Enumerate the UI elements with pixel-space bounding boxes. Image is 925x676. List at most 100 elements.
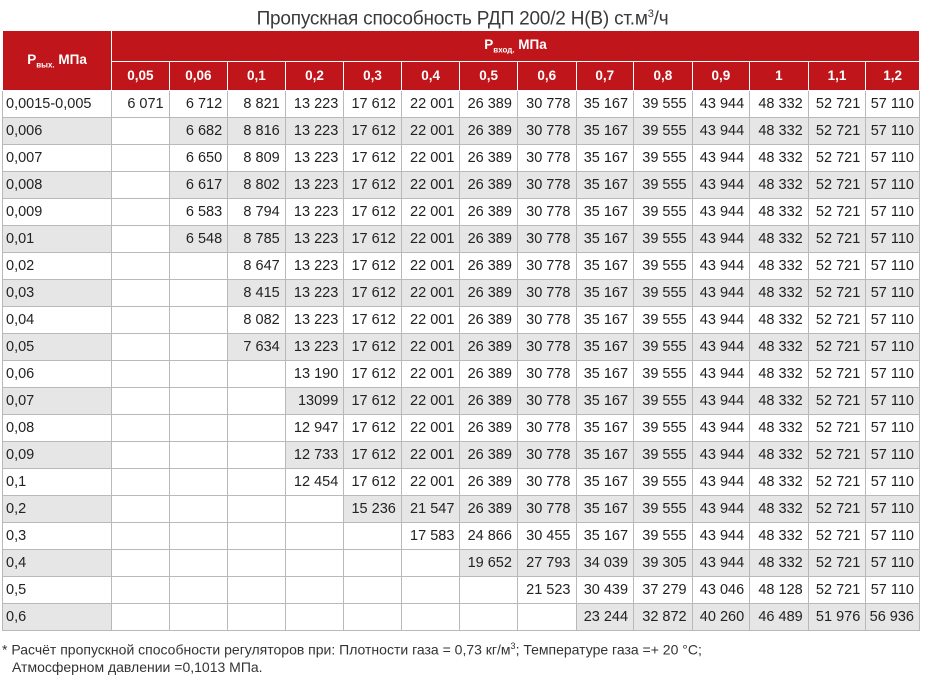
table-cell (168, 603, 229, 631)
table-cell: 56 936 (865, 603, 920, 631)
table-row: 0,009 6 583 8 794 13 223 17 612 22 001 26 389 3… (1, 198, 920, 226)
table-cell: 39 555 (633, 117, 693, 145)
table-cell: 12 454 (284, 468, 345, 496)
table-cell: 13 223 (284, 279, 345, 307)
table-row: 0,0015-0,005 6 071 6 712 8 821 13 223 17 612 2… (1, 90, 920, 118)
table-cell: 39 555 (633, 522, 693, 550)
table-cell: 43 944 (691, 117, 751, 145)
table-cell: 12 947 (284, 414, 345, 442)
table-cell: 26 389 (459, 198, 518, 226)
table-cell: 43 944 (691, 441, 751, 469)
table-cell: 17 612 (343, 252, 402, 280)
table-cell: 39 555 (633, 279, 693, 307)
table-row: 0,4 19 652 27 793 34 039 39 305 43 944 48 332 5… (1, 549, 920, 577)
table-cell: 13 223 (284, 252, 345, 280)
table-cell: 30 455 (516, 522, 577, 550)
table-cell: 52 721 (807, 495, 867, 523)
table-cell: 13 223 (284, 198, 345, 226)
table-row: 0,6 23 244 32 872 40 260 46 489 51 976 56 936 (1, 603, 920, 631)
table-cell (168, 522, 229, 550)
table-cell: 21 523 (516, 576, 577, 604)
table-cell (168, 252, 229, 280)
table-cell: 32 872 (633, 603, 693, 631)
table-cell (168, 306, 229, 334)
table-cell: 48 332 (749, 144, 809, 172)
table-cell: 17 612 (343, 306, 402, 334)
table-cell (400, 576, 461, 604)
table-cell: 13 223 (284, 90, 345, 118)
table-row: 0,008 6 617 8 802 13 223 17 612 22 001 26 389 3… (1, 171, 920, 199)
row-label: 0,5 (1, 576, 113, 604)
table-cell: 52 721 (807, 198, 867, 226)
table-cell: 8 785 (227, 225, 286, 253)
table-cell: 57 110 (865, 90, 920, 118)
table-cell: 19 652 (459, 549, 518, 577)
table-cell: 57 110 (865, 333, 920, 361)
table-cell: 35 167 (575, 495, 635, 523)
table-cell (284, 576, 345, 604)
table-cell: 35 167 (575, 306, 635, 334)
table-cell: 8 082 (227, 306, 286, 334)
table-cell (168, 495, 229, 523)
table-cell: 30 778 (516, 468, 577, 496)
table-cell: 39 305 (633, 549, 693, 577)
table-row: 0,007 6 650 8 809 13 223 17 612 22 001 26 389 3… (1, 144, 920, 172)
table-cell: 51 976 (807, 603, 867, 631)
table-cell: 52 721 (807, 225, 867, 253)
table-cell: 57 110 (865, 225, 920, 253)
table-cell: 52 721 (807, 414, 867, 442)
table-cell (343, 603, 402, 631)
table-cell: 52 721 (807, 279, 867, 307)
table-cell: 13099 (284, 387, 345, 415)
table-cell: 35 167 (575, 387, 635, 415)
table-cell (111, 603, 170, 631)
table-cell (168, 279, 229, 307)
table-cell: 43 944 (691, 468, 751, 496)
table-cell: 43 944 (691, 171, 751, 199)
table-cell (227, 360, 286, 388)
row-label: 0,2 (1, 495, 113, 523)
table-cell: 26 389 (459, 279, 518, 307)
column-header: 0,5 (459, 60, 518, 91)
table-cell: 6 548 (168, 225, 229, 253)
table-cell: 6 583 (168, 198, 229, 226)
table-cell: 26 389 (459, 225, 518, 253)
table-cell: 35 167 (575, 90, 635, 118)
table-cell: 23 244 (575, 603, 635, 631)
table-cell: 35 167 (575, 252, 635, 280)
table-cell: 43 944 (691, 387, 751, 415)
table-cell: 52 721 (807, 360, 867, 388)
inlet-pressure-header: Рвход. МПа (111, 30, 920, 62)
table-cell: 22 001 (400, 198, 461, 226)
table-cell: 27 793 (516, 549, 577, 577)
table-cell: 35 167 (575, 360, 635, 388)
table-cell: 22 001 (400, 333, 461, 361)
column-header: 0,06 (168, 60, 229, 91)
table-cell: 26 389 (459, 90, 518, 118)
table-cell: 35 167 (575, 441, 635, 469)
table-cell: 48 332 (749, 171, 809, 199)
table-cell: 13 223 (284, 171, 345, 199)
table-cell (168, 441, 229, 469)
table-cell (111, 306, 170, 334)
table-cell (111, 279, 170, 307)
table-cell: 39 555 (633, 468, 693, 496)
table-cell: 22 001 (400, 387, 461, 415)
table-cell (400, 603, 461, 631)
row-label: 0,08 (1, 414, 113, 442)
table-cell: 26 389 (459, 468, 518, 496)
table-cell: 48 332 (749, 387, 809, 415)
row-label: 0,009 (1, 198, 113, 226)
table-cell: 43 944 (691, 252, 751, 280)
column-header: 0,1 (227, 60, 286, 91)
table-cell: 43 944 (691, 90, 751, 118)
table-cell: 57 110 (865, 387, 920, 415)
table-cell: 26 389 (459, 252, 518, 280)
table-cell (111, 495, 170, 523)
table-cell: 57 110 (865, 306, 920, 334)
table-cell (111, 576, 170, 604)
table-row: 0,05 7 634 13 223 17 612 22 001 26 389 30 778 3… (1, 333, 920, 361)
table-cell: 8 821 (227, 90, 286, 118)
table-cell: 35 167 (575, 279, 635, 307)
table-cell: 48 332 (749, 198, 809, 226)
